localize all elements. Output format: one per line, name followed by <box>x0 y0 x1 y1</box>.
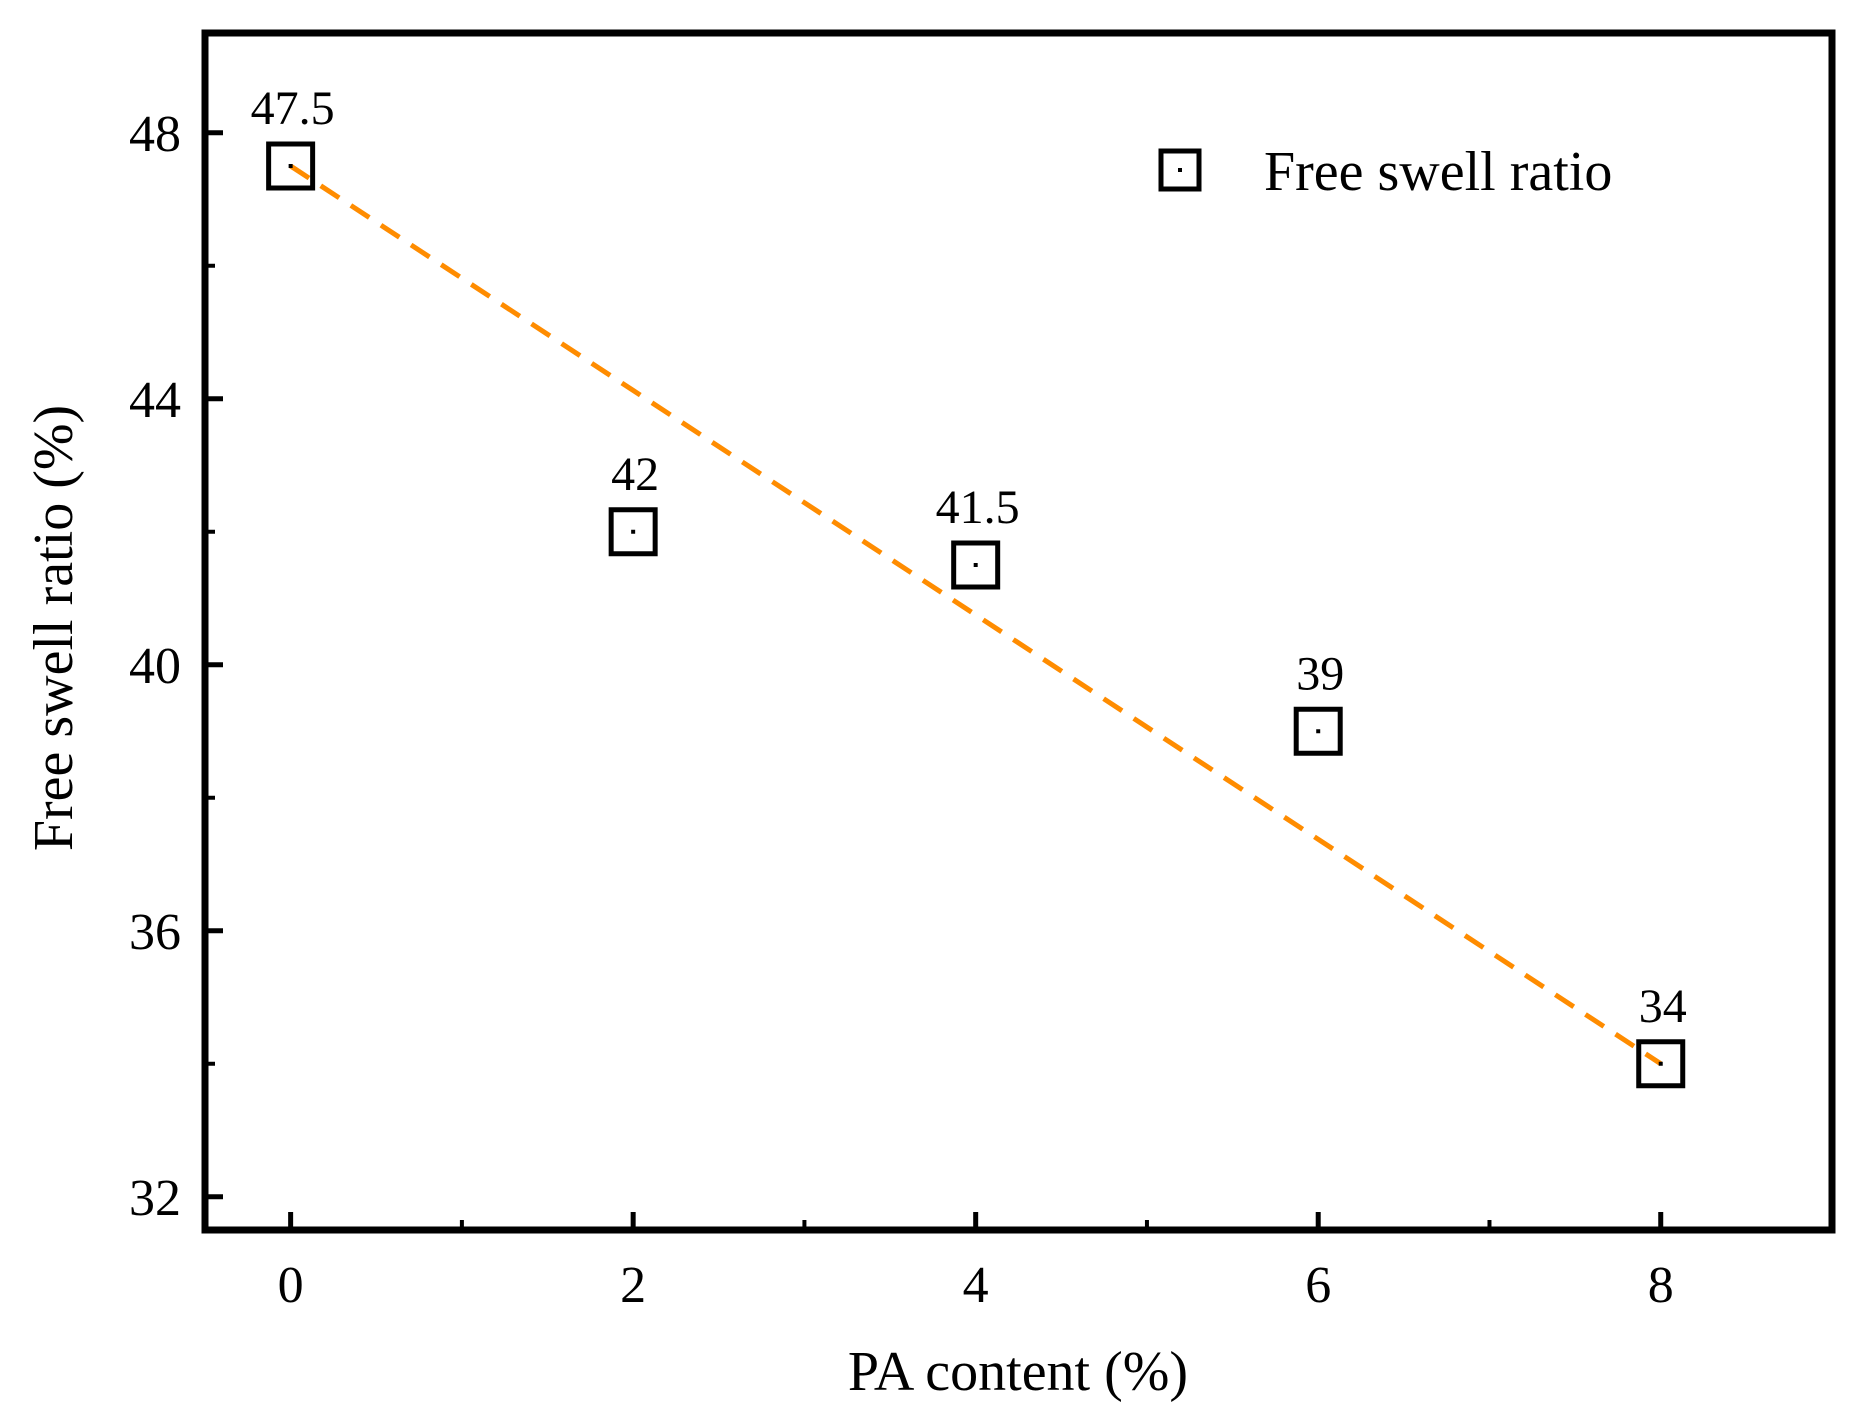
y-tick-label: 40 <box>129 638 181 695</box>
data-point-center <box>1316 729 1321 734</box>
plot-frame <box>201 29 1836 1234</box>
trendline-layer <box>289 163 1663 1066</box>
data-label: 34 <box>1639 980 1687 1033</box>
data-label: 41.5 <box>936 481 1020 534</box>
legend: Free swell ratio <box>1158 141 1612 203</box>
x-tick-label: 0 <box>278 1257 304 1314</box>
x-tick-label: 4 <box>963 1257 989 1314</box>
x-tick-label: 6 <box>1305 1257 1331 1314</box>
data-labels: 47.5 42 41.5 39 34 <box>251 82 1687 1033</box>
y-tick-label: 32 <box>129 1170 181 1227</box>
data-point <box>951 540 1001 590</box>
data-point-center <box>288 164 293 168</box>
data-point <box>266 141 316 191</box>
x-axis-title: PA content (%) <box>848 1341 1188 1403</box>
x-ticks: 0 2 4 6 8 <box>278 1212 1674 1314</box>
data-point <box>1293 706 1343 756</box>
y-tick-label: 36 <box>129 904 181 961</box>
data-label: 39 <box>1296 647 1344 700</box>
data-point <box>608 507 658 557</box>
trendline <box>289 163 1663 1066</box>
data-label: 42 <box>611 448 659 501</box>
y-tick-label: 48 <box>129 106 181 163</box>
data-point <box>1636 1039 1686 1089</box>
legend-marker <box>1158 148 1202 192</box>
data-point-center <box>1658 1061 1663 1066</box>
data-point-center <box>973 563 978 567</box>
y-tick-label: 44 <box>129 372 181 429</box>
legend-label: Free swell ratio <box>1264 141 1612 203</box>
legend-marker-dot <box>1178 168 1182 172</box>
y-axis-title: Free swell ratio (%) <box>23 405 85 851</box>
y-ticks: 32 36 40 44 48 <box>129 106 223 1227</box>
data-label: 47.5 <box>251 82 335 135</box>
x-tick-label: 8 <box>1648 1257 1674 1314</box>
data-point-center <box>631 529 636 534</box>
data-points <box>266 141 1686 1089</box>
x-tick-label: 2 <box>620 1257 646 1314</box>
